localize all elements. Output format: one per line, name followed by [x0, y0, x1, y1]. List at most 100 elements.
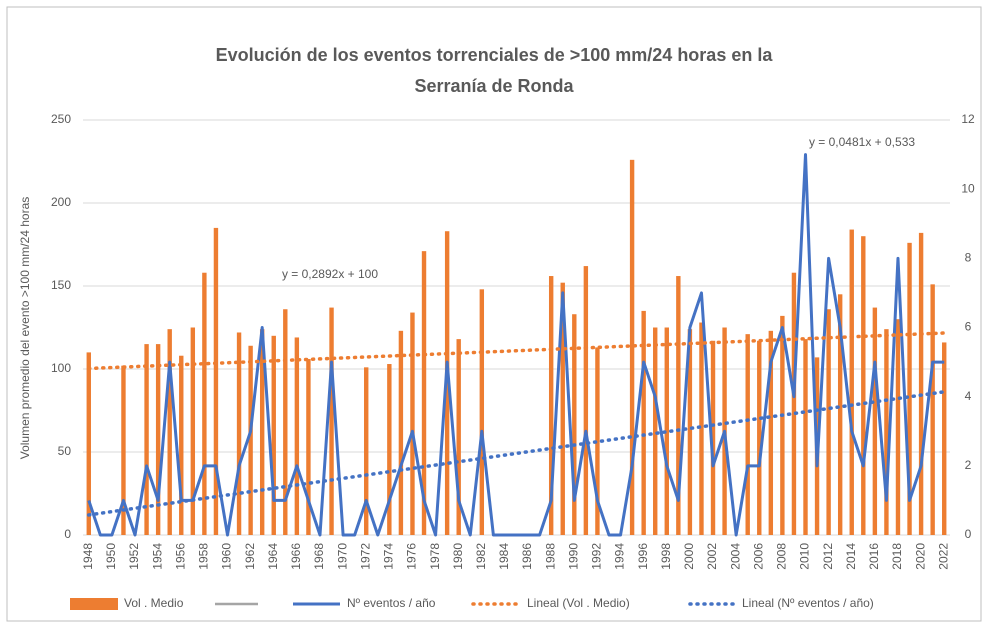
- x-tick-label: 1966: [289, 543, 303, 570]
- bar: [190, 327, 196, 535]
- x-tick-label: 1974: [382, 543, 396, 570]
- x-tick-label: 2014: [844, 543, 858, 570]
- chart-title: Serranía de Ronda: [414, 76, 574, 96]
- bar: [837, 294, 843, 535]
- bar: [155, 344, 161, 535]
- legend-label: Lineal (Nº eventos / año): [742, 596, 874, 610]
- bar: [144, 344, 149, 535]
- bar: [167, 329, 172, 535]
- x-tick-label: 2002: [705, 543, 719, 570]
- bar: [236, 332, 242, 535]
- y-tick-label: 250: [51, 112, 71, 126]
- x-tick-label: 1980: [451, 543, 465, 570]
- bar: [826, 309, 831, 535]
- x-tick-label: 1978: [428, 543, 442, 570]
- bar: [479, 289, 485, 535]
- x-tick-label: 1984: [497, 543, 511, 570]
- bar: [757, 340, 762, 535]
- legend-label: Lineal (Vol . Medio): [527, 596, 630, 610]
- bar: [664, 327, 669, 535]
- bar: [202, 272, 207, 535]
- x-tick-label: 1994: [613, 543, 627, 570]
- bar: [653, 327, 658, 535]
- bar: [930, 284, 935, 535]
- x-tick-label: 1968: [312, 543, 326, 570]
- bar: [259, 329, 265, 535]
- bar: [780, 315, 785, 535]
- bar: [271, 335, 276, 535]
- x-tick-label: 1958: [197, 543, 211, 570]
- x-tick-label: 2006: [751, 543, 765, 570]
- bar: [387, 364, 392, 535]
- line: [87, 153, 945, 537]
- bar: [283, 309, 288, 535]
- x-tick-label: 2008: [775, 543, 789, 570]
- y2-tick-label: 8: [965, 251, 972, 265]
- y-tick-label: 200: [51, 195, 71, 209]
- bar: [629, 159, 635, 535]
- bar: [884, 329, 889, 535]
- x-tick-label: 1964: [266, 543, 280, 570]
- x-tick-label: 2010: [798, 543, 812, 570]
- x-tick-label: 1986: [520, 543, 534, 570]
- bar: [572, 314, 577, 535]
- bar: [121, 365, 126, 535]
- bar: [329, 307, 334, 535]
- bar: [791, 272, 797, 535]
- x-tick-label: 1950: [104, 543, 118, 570]
- bar: [421, 251, 427, 535]
- bar: [849, 229, 854, 535]
- annotation: y = 0,2892x + 100: [282, 267, 378, 281]
- x-tick-label: 2012: [821, 543, 835, 570]
- x-tick-label: 1970: [335, 543, 349, 570]
- x-tick-label: 1976: [405, 543, 419, 570]
- bar: [364, 367, 369, 535]
- bar: [872, 307, 878, 535]
- bar: [687, 329, 693, 535]
- bar: [907, 242, 912, 535]
- bar: [548, 276, 554, 535]
- x-tick-label: 2000: [682, 543, 696, 570]
- x-tick-label: 1954: [150, 543, 164, 570]
- legend-label: Vol . Medio: [124, 596, 184, 610]
- y2-tick-label: 2: [965, 458, 972, 472]
- bar: [560, 282, 565, 535]
- x-tick-label: 1948: [81, 543, 95, 570]
- x-tick-label: 1962: [243, 543, 257, 570]
- y-tick-label: 150: [51, 278, 71, 292]
- bar: [942, 342, 947, 535]
- x-tick-label: 1960: [220, 543, 234, 570]
- y-tick-label: 100: [51, 361, 71, 375]
- x-tick-label: 2004: [728, 543, 742, 570]
- x-tick-label: 1998: [659, 543, 673, 570]
- x-tick-label: 1952: [127, 543, 141, 570]
- x-tick-label: 2022: [936, 543, 950, 570]
- y-axis-title: Volumen promedio del evento >100 mm/24 h…: [18, 197, 32, 460]
- x-tick-label: 2018: [890, 543, 904, 570]
- y2-tick-label: 4: [965, 389, 972, 403]
- x-tick-label: 2016: [867, 543, 881, 570]
- x-tick-label: 1992: [590, 543, 604, 570]
- bar: [410, 312, 415, 535]
- bar: [213, 227, 219, 535]
- bar: [699, 322, 704, 535]
- chart-title: Evolución de los eventos torrenciales de…: [216, 45, 774, 65]
- annotation: y = 0,0481x + 0,533: [809, 135, 915, 149]
- x-tick-label: 1972: [358, 543, 372, 570]
- legend-swatch: [70, 598, 118, 610]
- bar: [745, 334, 750, 535]
- bar: [710, 340, 716, 535]
- bar: [179, 355, 184, 535]
- bar: [768, 330, 774, 535]
- y2-tick-label: 0: [965, 527, 972, 541]
- y-tick-label: 50: [58, 444, 72, 458]
- bar: [676, 276, 681, 535]
- bar: [583, 266, 589, 535]
- legend-label: Nº eventos / año: [347, 596, 436, 610]
- trend-line: [87, 390, 946, 517]
- bar: [398, 330, 404, 535]
- bar: [803, 339, 808, 535]
- x-tick-label: 1956: [173, 543, 187, 570]
- bar: [861, 236, 866, 535]
